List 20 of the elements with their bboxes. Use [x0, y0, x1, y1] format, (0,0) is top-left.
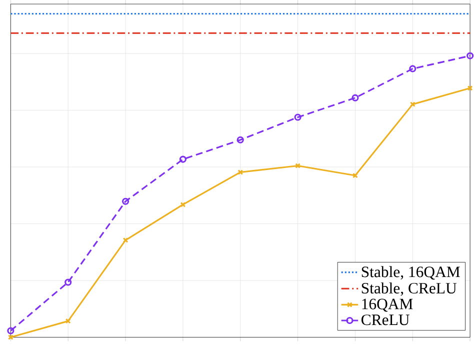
point — [122, 198, 130, 205]
legend-label: Stable, 16QAM — [362, 266, 460, 280]
point — [352, 94, 359, 102]
point — [295, 163, 301, 169]
point — [236, 136, 244, 144]
point — [238, 170, 244, 176]
point — [179, 156, 186, 163]
point — [7, 327, 14, 334]
point — [294, 114, 302, 121]
point — [409, 65, 416, 72]
point — [122, 238, 128, 243]
legend-label: 16QAM — [362, 298, 413, 312]
legend-label: Stable, CReLU — [362, 282, 457, 296]
point — [180, 202, 186, 208]
point — [352, 172, 358, 178]
point — [64, 278, 72, 286]
point — [65, 318, 71, 324]
point — [410, 102, 416, 108]
point — [466, 52, 474, 60]
legend-label: CReLU — [362, 314, 410, 326]
